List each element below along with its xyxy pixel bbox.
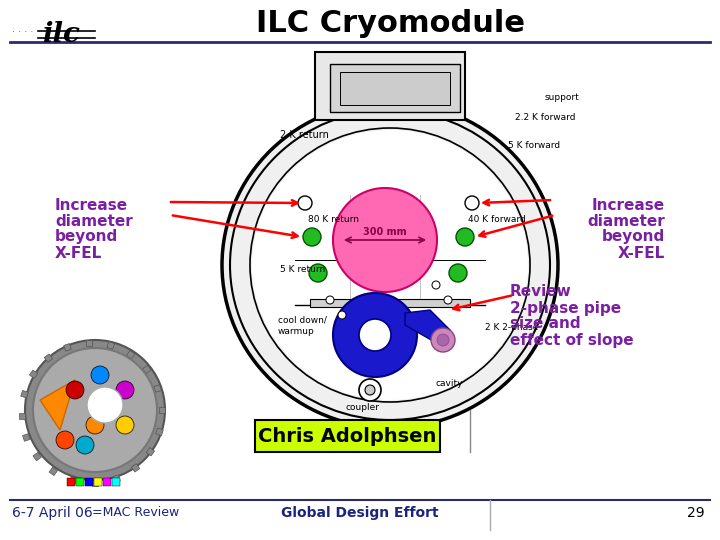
- Text: ilc: ilc: [42, 21, 80, 48]
- Circle shape: [359, 319, 391, 351]
- Text: support: support: [545, 92, 580, 102]
- Text: 6-7 April 06: 6-7 April 06: [12, 506, 93, 520]
- Text: diameter: diameter: [588, 213, 665, 228]
- Text: Increase: Increase: [592, 198, 665, 213]
- Text: 80 K return: 80 K return: [308, 215, 359, 225]
- Bar: [340, 72, 450, 105]
- Text: Chris Adolphsen: Chris Adolphsen: [258, 427, 437, 446]
- Bar: [30, 370, 37, 379]
- Circle shape: [56, 431, 74, 449]
- Bar: [113, 475, 120, 482]
- Circle shape: [116, 381, 134, 399]
- Circle shape: [303, 228, 321, 246]
- Bar: [131, 464, 140, 472]
- Circle shape: [365, 385, 375, 395]
- Circle shape: [116, 416, 134, 434]
- Text: diameter: diameter: [55, 213, 132, 228]
- Text: 2 K 2-phase: 2 K 2-phase: [485, 322, 539, 332]
- Bar: [315, 52, 465, 120]
- Circle shape: [359, 379, 381, 401]
- Text: ILC Cryomodule: ILC Cryomodule: [256, 9, 524, 37]
- Polygon shape: [405, 310, 450, 345]
- Text: Increase: Increase: [55, 198, 128, 213]
- Bar: [22, 434, 30, 441]
- Bar: [255, 420, 440, 452]
- Bar: [107, 342, 114, 349]
- Bar: [112, 478, 120, 486]
- Bar: [44, 354, 53, 362]
- Polygon shape: [40, 380, 75, 430]
- Bar: [154, 384, 161, 392]
- Bar: [64, 343, 71, 351]
- Text: Review: Review: [510, 285, 572, 300]
- Ellipse shape: [252, 130, 528, 400]
- Text: warmup: warmup: [278, 327, 315, 336]
- Bar: [92, 480, 98, 486]
- Bar: [310, 299, 470, 307]
- Circle shape: [333, 188, 437, 292]
- Circle shape: [456, 228, 474, 246]
- Bar: [19, 413, 25, 419]
- Bar: [69, 477, 77, 484]
- Circle shape: [25, 340, 165, 480]
- Circle shape: [431, 328, 455, 352]
- Circle shape: [432, 281, 440, 289]
- Bar: [33, 453, 41, 461]
- Text: =MAC Review: =MAC Review: [80, 507, 179, 519]
- Text: size and: size and: [510, 316, 580, 332]
- Circle shape: [298, 196, 312, 210]
- Bar: [94, 478, 102, 486]
- Circle shape: [76, 436, 94, 454]
- Bar: [67, 478, 75, 486]
- Text: 2.2 K forward: 2.2 K forward: [515, 112, 575, 122]
- Bar: [103, 478, 111, 486]
- Circle shape: [309, 264, 327, 282]
- Text: 5 K return: 5 K return: [280, 266, 325, 274]
- Text: coupler: coupler: [345, 402, 379, 411]
- Bar: [159, 407, 165, 413]
- Circle shape: [86, 416, 104, 434]
- Text: . . . .: . . . .: [12, 24, 33, 34]
- Bar: [156, 428, 163, 436]
- Bar: [76, 478, 84, 486]
- Text: X-FEL: X-FEL: [618, 246, 665, 260]
- Bar: [85, 478, 93, 486]
- Text: X-FEL: X-FEL: [55, 246, 102, 260]
- Circle shape: [338, 311, 346, 319]
- Text: effect of slope: effect of slope: [510, 333, 634, 348]
- Text: 2 K return: 2 K return: [280, 130, 329, 140]
- Text: cavity: cavity: [435, 379, 462, 388]
- Bar: [146, 448, 155, 456]
- Bar: [49, 467, 58, 476]
- Circle shape: [437, 334, 449, 346]
- Bar: [330, 64, 460, 112]
- Text: 2-phase pipe: 2-phase pipe: [510, 300, 621, 315]
- Circle shape: [465, 196, 479, 210]
- Text: 40 K forward: 40 K forward: [468, 215, 526, 225]
- Circle shape: [333, 293, 417, 377]
- Circle shape: [33, 348, 157, 472]
- Text: cool down/: cool down/: [278, 315, 327, 325]
- Circle shape: [87, 387, 123, 423]
- Text: beyond: beyond: [602, 230, 665, 245]
- Text: 300 mm: 300 mm: [363, 227, 407, 237]
- Text: 5 K forward: 5 K forward: [508, 140, 560, 150]
- Bar: [21, 390, 28, 398]
- Circle shape: [444, 296, 452, 304]
- Bar: [86, 340, 92, 346]
- Circle shape: [91, 366, 109, 384]
- Ellipse shape: [222, 102, 558, 428]
- Text: 29: 29: [688, 506, 705, 520]
- Circle shape: [326, 296, 334, 304]
- Text: beyond: beyond: [55, 230, 118, 245]
- Bar: [127, 350, 135, 359]
- Text: Global Design Effort: Global Design Effort: [282, 506, 438, 520]
- Circle shape: [449, 264, 467, 282]
- Bar: [143, 365, 151, 374]
- Circle shape: [66, 381, 84, 399]
